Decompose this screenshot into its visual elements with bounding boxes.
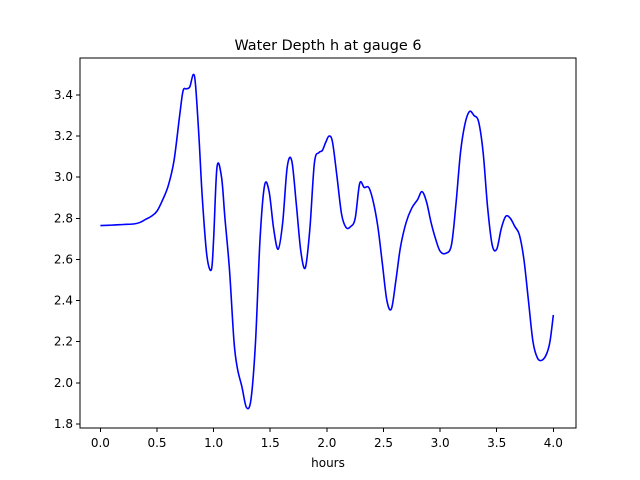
y-tick-label: 2.6 (54, 252, 73, 266)
x-tick-label: 4.0 (544, 436, 563, 450)
chart-title: Water Depth h at gauge 6 (234, 38, 421, 54)
x-tick-label: 0.5 (147, 436, 166, 450)
x-axis: 0.0 0.5 1.0 1.5 2.0 2.5 3.0 3.5 4.0 (91, 428, 563, 450)
series-line (100, 73, 555, 410)
x-tick-label: 1.5 (261, 436, 280, 450)
y-tick-label: 2.8 (54, 211, 73, 225)
x-axis-title: hours (311, 456, 345, 470)
y-axis: 1.8 2.0 2.2 2.4 2.6 2.8 3.0 3.2 3.4 (54, 88, 80, 431)
y-tick-label: 3.0 (54, 170, 73, 184)
y-tick-label: 2.4 (54, 294, 73, 308)
plot-area (100, 73, 555, 410)
y-tick-label: 2.0 (54, 376, 73, 390)
x-tick-label: 2.0 (317, 436, 336, 450)
x-tick-label: 1.0 (204, 436, 223, 450)
y-tick-label: 3.2 (54, 129, 73, 143)
y-tick-label: 3.4 (54, 88, 73, 102)
x-tick-label: 3.0 (431, 436, 450, 450)
x-tick-label: 2.5 (374, 436, 393, 450)
y-tick-label: 2.2 (54, 335, 73, 349)
x-tick-label: 3.5 (487, 436, 506, 450)
x-tick-label: 0.0 (91, 436, 110, 450)
axes-frame (79, 57, 577, 429)
y-tick-label: 1.8 (54, 417, 73, 431)
